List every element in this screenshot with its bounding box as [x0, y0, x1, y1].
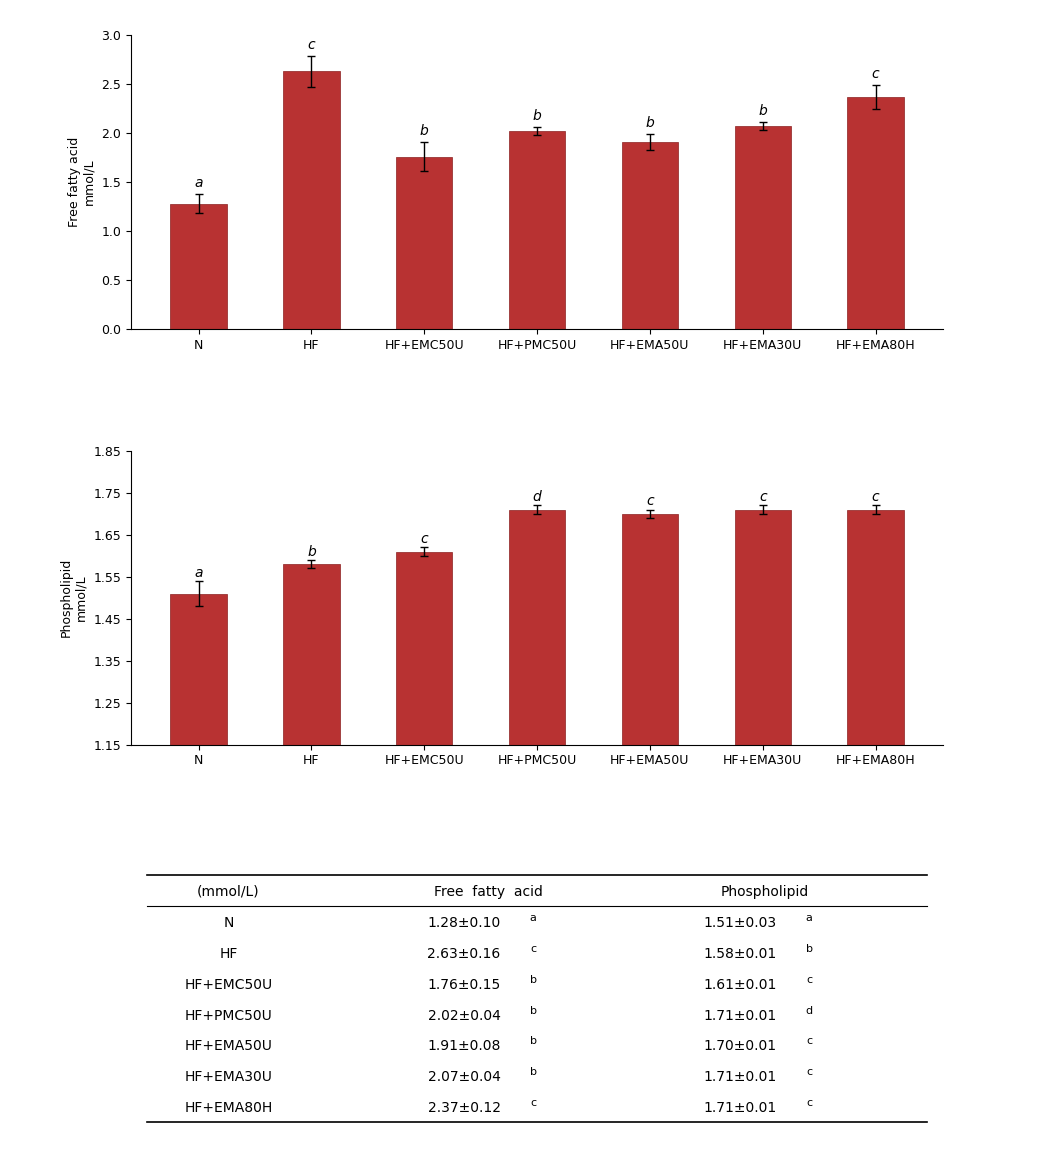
- Text: c: c: [530, 944, 537, 953]
- Text: b: b: [806, 944, 812, 953]
- Y-axis label: Phospholipid
mmol/L: Phospholipid mmol/L: [60, 559, 88, 637]
- Text: Phospholipid: Phospholipid: [720, 885, 809, 899]
- Text: 1.28±0.10: 1.28±0.10: [428, 916, 501, 930]
- Text: 2.07±0.04: 2.07±0.04: [428, 1070, 501, 1084]
- Text: b: b: [759, 104, 767, 118]
- Text: 2.02±0.04: 2.02±0.04: [428, 1008, 501, 1022]
- Text: 1.51±0.03: 1.51±0.03: [703, 916, 777, 930]
- Text: 2.37±0.12: 2.37±0.12: [428, 1102, 501, 1115]
- Text: HF: HF: [219, 946, 238, 960]
- Text: HF+EMA30U: HF+EMA30U: [184, 1070, 272, 1084]
- Text: a: a: [195, 176, 203, 190]
- Bar: [848, 97, 903, 329]
- Bar: [509, 131, 565, 329]
- Bar: [283, 564, 340, 1171]
- Text: b: b: [529, 1067, 537, 1077]
- Text: 1.76±0.15: 1.76±0.15: [428, 978, 501, 992]
- Text: a: a: [529, 912, 537, 923]
- Text: b: b: [646, 116, 654, 130]
- Bar: [283, 71, 340, 329]
- Text: a: a: [806, 912, 812, 923]
- Text: HF+EMA80H: HF+EMA80H: [184, 1102, 272, 1115]
- Text: c: c: [872, 67, 879, 81]
- Text: 1.58±0.01: 1.58±0.01: [703, 946, 777, 960]
- Text: c: c: [806, 1098, 812, 1108]
- Text: 1.71±0.01: 1.71±0.01: [703, 1102, 777, 1115]
- Bar: [735, 126, 791, 329]
- Text: 1.61±0.01: 1.61±0.01: [703, 978, 777, 992]
- Text: 1.71±0.01: 1.71±0.01: [703, 1070, 777, 1084]
- Text: b: b: [532, 109, 542, 123]
- Y-axis label: Free fatty acid
mmol/L: Free fatty acid mmol/L: [68, 137, 95, 227]
- Text: b: b: [307, 545, 315, 559]
- Bar: [509, 509, 565, 1171]
- Bar: [396, 157, 453, 329]
- Text: N: N: [223, 916, 234, 930]
- Text: c: c: [806, 1067, 812, 1077]
- Text: Free  fatty  acid: Free fatty acid: [434, 885, 543, 899]
- Bar: [396, 552, 453, 1171]
- Text: c: c: [872, 491, 879, 504]
- Text: c: c: [530, 1098, 537, 1108]
- Text: b: b: [529, 1006, 537, 1015]
- Text: c: c: [806, 1036, 812, 1047]
- Text: b: b: [420, 124, 429, 138]
- Text: b: b: [529, 1036, 537, 1047]
- Text: c: c: [420, 532, 428, 546]
- Bar: [171, 204, 226, 329]
- Text: 1.71±0.01: 1.71±0.01: [703, 1008, 777, 1022]
- Text: c: c: [308, 37, 315, 52]
- Bar: [621, 142, 678, 329]
- Text: 1.91±0.08: 1.91±0.08: [428, 1040, 501, 1054]
- Text: HF+EMC50U: HF+EMC50U: [184, 978, 272, 992]
- Bar: [621, 514, 678, 1171]
- Text: c: c: [806, 974, 812, 985]
- Text: c: c: [759, 491, 766, 504]
- Bar: [171, 594, 226, 1171]
- Text: HF+PMC50U: HF+PMC50U: [184, 1008, 272, 1022]
- Text: (mmol/L): (mmol/L): [197, 885, 260, 899]
- Text: 2.63±0.16: 2.63±0.16: [428, 946, 501, 960]
- Text: c: c: [647, 494, 654, 508]
- Bar: [735, 509, 791, 1171]
- Text: 1.70±0.01: 1.70±0.01: [703, 1040, 777, 1054]
- Text: d: d: [532, 491, 542, 504]
- Text: d: d: [806, 1006, 813, 1015]
- Bar: [848, 509, 903, 1171]
- Text: b: b: [529, 974, 537, 985]
- Text: a: a: [195, 566, 203, 580]
- Text: HF+EMA50U: HF+EMA50U: [184, 1040, 272, 1054]
